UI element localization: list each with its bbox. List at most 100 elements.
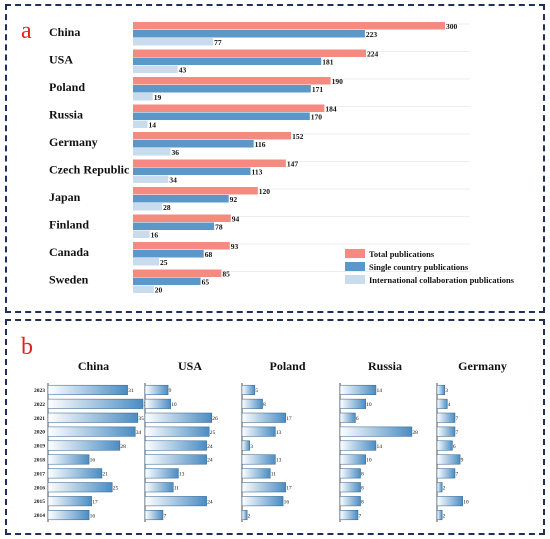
panel-a-letter: a (21, 18, 32, 44)
value-label-czech-republic-total-publications: 147 (287, 160, 299, 169)
value-label-russia-2017: 8 (361, 472, 364, 478)
value-label-poland-2019: 3 (250, 444, 253, 450)
category-label-japan: Japan (49, 190, 81, 204)
category-label-canada: Canada (49, 245, 89, 259)
value-label-poland-2014: 2 (248, 513, 251, 519)
year-label-2019: 2019 (34, 444, 45, 450)
value-label-poland-2018: 13 (276, 458, 282, 464)
bar-usa-2022 (144, 398, 171, 409)
bar-usa-single-country-publications (133, 57, 322, 65)
value-label-sweden-total-publications: 85 (222, 270, 230, 279)
bar-china-2023 (47, 384, 128, 395)
bar-sweden-total-publications (133, 269, 222, 277)
value-label-usa-2021: 26 (212, 416, 218, 422)
year-label-2015: 2015 (34, 499, 45, 505)
value-label-russia-single-country-publications: 170 (311, 113, 323, 122)
value-label-russia-2018: 10 (366, 458, 372, 464)
bar-russia-international-collaboration-publications (133, 120, 148, 128)
bar-japan-total-publications (133, 187, 258, 195)
bar-japan-international-collaboration-publications (133, 203, 163, 211)
bar-poland-2021 (241, 412, 286, 423)
value-label-poland-total-publications: 190 (332, 77, 344, 86)
legend-label-international-collaboration-publications: International collaboration publications (369, 275, 515, 285)
bar-poland-2018 (241, 454, 276, 465)
bar-china-total-publications (133, 22, 445, 30)
bar-germany-2023 (436, 384, 445, 395)
value-label-china-2017: 21 (102, 472, 108, 478)
value-label-canada-total-publications: 93 (231, 242, 239, 251)
bar-germany-2019 (436, 440, 453, 451)
value-label-poland-international-collaboration-publications: 19 (154, 93, 162, 102)
bar-germany-2016 (436, 482, 443, 493)
value-label-germany-2015: 10 (463, 499, 469, 505)
value-label-russia-2015: 8 (361, 499, 364, 505)
value-label-usa-2018: 24 (207, 458, 213, 464)
value-label-poland-2023: 5 (255, 388, 258, 394)
bar-russia-2017 (339, 468, 361, 479)
value-label-china-2019: 28 (120, 444, 126, 450)
value-label-usa-2014: 7 (163, 513, 166, 519)
value-label-sweden-single-country-publications: 65 (202, 278, 210, 287)
bar-poland-2017 (241, 468, 271, 479)
bar-usa-2018 (144, 454, 207, 465)
bar-china-2020 (47, 426, 136, 437)
bar-germany-2021 (436, 412, 456, 423)
bar-usa-2021 (144, 412, 213, 423)
value-label-usa-international-collaboration-publications: 43 (179, 66, 187, 75)
bar-russia-single-country-publications (133, 112, 310, 120)
bar-poland-2014 (241, 510, 248, 521)
bar-germany-2014 (436, 510, 443, 521)
value-label-japan-total-publications: 120 (259, 187, 271, 196)
value-label-poland-2021: 17 (286, 416, 292, 422)
bar-russia-2023 (339, 384, 377, 395)
bar-poland-2019 (241, 440, 250, 451)
value-label-china-2023: 31 (128, 388, 134, 394)
bar-japan-single-country-publications (133, 195, 229, 203)
bar-sweden-single-country-publications (133, 277, 201, 285)
category-label-usa: USA (49, 53, 73, 67)
value-label-usa-total-publications: 224 (367, 50, 379, 59)
value-label-russia-2021: 6 (356, 416, 359, 422)
year-label-2022: 2022 (34, 402, 45, 408)
value-label-germany-2021: 7 (455, 416, 458, 422)
value-label-usa-2020: 25 (210, 430, 216, 436)
bar-china-2019 (47, 440, 121, 451)
subplot-title-china: China (78, 359, 109, 373)
value-label-usa-2016: 11 (174, 485, 180, 491)
value-label-poland-2017: 11 (271, 472, 277, 478)
bar-poland-2023 (241, 384, 256, 395)
bar-canada-total-publications (133, 242, 230, 250)
value-label-china-international-collaboration-publications: 77 (214, 38, 222, 47)
value-label-china-2015: 17 (92, 499, 98, 505)
value-label-china-2016: 25 (113, 485, 119, 491)
value-label-finland-total-publications: 94 (232, 215, 240, 224)
bar-finland-single-country-publications (133, 222, 215, 230)
value-label-finland-international-collaboration-publications: 16 (151, 231, 159, 240)
value-label-russia-total-publications: 184 (325, 105, 337, 114)
bar-russia-2021 (339, 412, 356, 423)
year-label-2021: 2021 (34, 416, 45, 422)
bar-germany-single-country-publications (133, 140, 254, 148)
bar-usa-2014 (144, 510, 164, 521)
value-label-poland-2020: 13 (276, 430, 282, 436)
year-label-2023: 2023 (34, 388, 45, 394)
bar-usa-total-publications (133, 49, 366, 57)
year-label-2016: 2016 (34, 485, 45, 491)
bar-poland-2020 (241, 426, 276, 437)
value-label-germany-2018: 9 (461, 458, 464, 464)
panel-a (5, 4, 545, 313)
value-label-germany-2017: 7 (455, 472, 458, 478)
bar-russia-2014 (339, 510, 359, 521)
subplot-title-germany: Germany (458, 359, 507, 373)
panel-b-letter: b (21, 334, 33, 360)
value-label-canada-single-country-publications: 68 (205, 250, 213, 259)
value-label-germany-total-publications: 152 (292, 132, 304, 141)
value-label-finland-single-country-publications: 78 (215, 223, 223, 232)
value-label-germany-2016: 2 (443, 485, 446, 491)
bar-russia-2016 (339, 482, 361, 493)
value-label-china-2014: 16 (90, 513, 96, 519)
value-label-poland-2016: 17 (286, 485, 292, 491)
bar-czech-republic-international-collaboration-publications (133, 175, 169, 183)
bar-finland-international-collaboration-publications (133, 230, 150, 238)
